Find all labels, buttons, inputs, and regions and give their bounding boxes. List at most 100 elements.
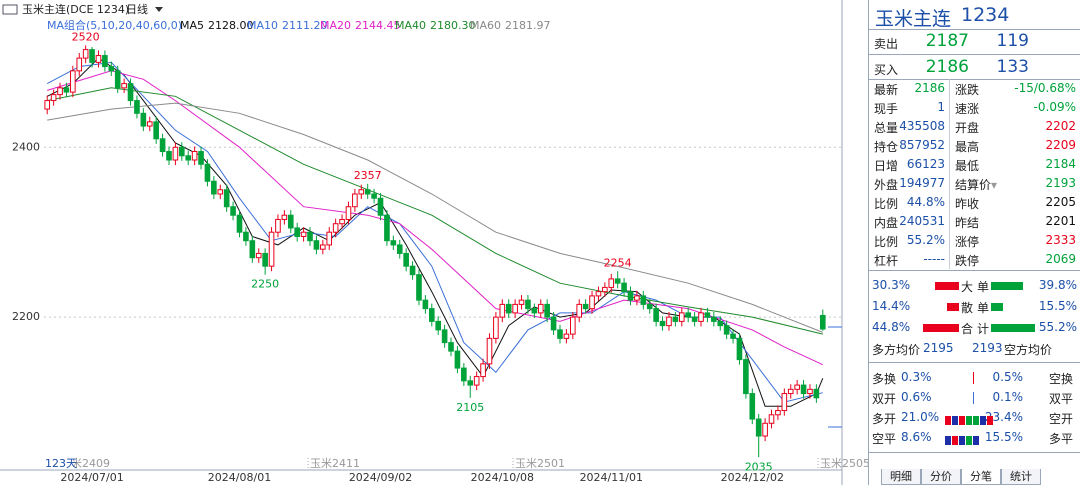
tab[interactable]: 分笔 — [961, 469, 1001, 485]
stat-value: 2205 — [1045, 195, 1076, 209]
stat-label: 现手 — [874, 102, 899, 116]
avg-buy: 2195 — [923, 341, 954, 355]
candle-body — [371, 193, 377, 199]
ma-line — [47, 102, 823, 333]
candle-body — [95, 55, 102, 63]
candle-body — [422, 299, 429, 310]
flow-value: 8.6% — [901, 430, 932, 444]
x-tick-label: 2024/10/08 — [471, 471, 534, 484]
dropdown-arrow[interactable]: ▾ — [991, 178, 998, 192]
stat-value: -0.09% — [1033, 100, 1076, 114]
candle-body — [236, 214, 243, 233]
stat-value: 240531 — [899, 214, 945, 228]
candle-body — [153, 121, 159, 140]
candle-body — [345, 206, 352, 220]
tab[interactable]: 明细 — [881, 469, 921, 485]
candle-body — [185, 155, 192, 161]
candle-body — [441, 329, 448, 344]
candle-body — [179, 146, 185, 157]
flow-label: 空平 — [872, 432, 897, 446]
candle-body — [499, 303, 506, 318]
candle-body — [262, 252, 268, 267]
stat-label: 最低 — [955, 159, 980, 173]
extreme-label: 2520 — [72, 30, 100, 43]
candle-body — [204, 163, 211, 182]
candle-body — [339, 218, 345, 225]
candle-body — [602, 286, 608, 293]
candle-body — [307, 231, 313, 242]
stat-label: 比例 — [874, 235, 899, 249]
flow-tick — [973, 372, 974, 384]
ma-name: MA10 — [247, 19, 278, 32]
stat-label: 最新 — [874, 83, 899, 97]
stat-value: 435508 — [899, 119, 945, 133]
candle-body — [448, 342, 454, 352]
sell-label: 卖出 — [874, 37, 899, 51]
candle-body — [50, 94, 57, 102]
candle-body — [166, 151, 172, 161]
candle-body — [749, 393, 756, 420]
flow-block — [973, 416, 979, 425]
candle-body — [787, 388, 794, 395]
stat-label: 涨跌 — [955, 83, 980, 97]
candle-body — [557, 329, 563, 339]
ma-value: 2180.30 — [430, 19, 476, 32]
period[interactable]: 日线 — [126, 2, 148, 16]
candle-body — [775, 410, 781, 416]
order-buy-pct: 44.8% — [872, 320, 911, 334]
candle-body — [480, 363, 486, 378]
candle-body — [634, 295, 640, 301]
candle-body — [454, 350, 461, 369]
chart: 玉米主连(DCE 1234) 日线 MA组合(5,10,20,40,60,0) … — [0, 0, 868, 485]
footer-bg — [43, 457, 73, 469]
separator — [869, 270, 1080, 271]
order-sell-pct: 15.5% — [1038, 299, 1077, 313]
x-tick-label: 2024/12/02 — [721, 471, 784, 484]
candle-body — [467, 380, 474, 386]
flow-label: 空换 — [1049, 372, 1074, 386]
x-tick-label: 2024/11/01 — [580, 471, 643, 484]
ma-group[interactable]: MA组合(5,10,20,40,60,0) — [47, 18, 182, 32]
candle-body — [743, 359, 749, 395]
candle-body — [191, 151, 198, 161]
flow-value: 21.0% — [901, 410, 940, 424]
ma-name: MA60 — [470, 19, 501, 32]
candle-body — [627, 291, 634, 301]
flow-block — [966, 416, 972, 425]
candle-body — [146, 121, 153, 127]
order-buy-bar — [934, 282, 959, 290]
candle-body — [473, 376, 480, 386]
stat-value: 2201 — [1045, 214, 1076, 228]
stat-label: 昨收 — [955, 197, 980, 211]
candle-body — [172, 146, 179, 161]
candle-body — [704, 312, 711, 318]
stat-value: 2202 — [1045, 119, 1076, 133]
candle-body — [807, 388, 813, 395]
order-buy-pct: 14.4% — [872, 299, 911, 313]
flow-block — [945, 436, 951, 445]
candle-body — [63, 87, 70, 93]
candle-body — [243, 231, 249, 242]
order-label: 合计 — [961, 322, 994, 336]
tab[interactable]: 分价 — [921, 469, 961, 485]
candle-body — [576, 303, 583, 318]
candle-body — [217, 189, 224, 195]
order-sell-bar — [991, 303, 1004, 311]
order-sell-pct: 39.8% — [1038, 278, 1077, 292]
candle-body — [44, 100, 51, 110]
period-dropdown[interactable] — [155, 7, 163, 12]
tab[interactable]: 统计 — [1001, 469, 1041, 485]
candle-body — [390, 240, 397, 246]
candle-body — [326, 231, 333, 246]
footer-label: 123天 — [45, 457, 77, 470]
contract-label: 玉米2411 — [310, 457, 360, 470]
ma-line — [46, 57, 824, 407]
ma-line — [47, 87, 823, 335]
separator — [869, 452, 1080, 453]
candle-body — [76, 57, 83, 72]
flow-label: 多换 — [872, 372, 897, 386]
flow-value: 0.1% — [992, 390, 1024, 404]
buy-price: 2186 — [925, 57, 969, 77]
candle-body — [762, 422, 768, 437]
candle-body — [300, 231, 307, 237]
